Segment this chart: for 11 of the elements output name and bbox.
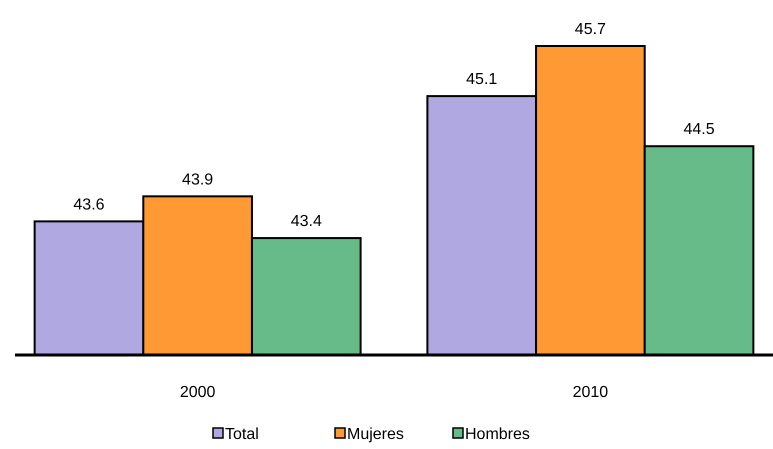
legend-label: Total xyxy=(225,426,259,443)
x-tick-label: 2000 xyxy=(180,384,216,401)
data-label: 44.5 xyxy=(683,121,715,138)
x-tick-label: 2010 xyxy=(572,384,608,401)
data-label: 45.1 xyxy=(466,71,498,88)
data-label: 43.4 xyxy=(290,213,322,230)
legend-label: Mujeres xyxy=(347,426,404,443)
legend-label: Hombres xyxy=(465,426,530,443)
data-label: 43.6 xyxy=(73,196,105,214)
data-label: 45.7 xyxy=(574,21,606,38)
data-label: 43.9 xyxy=(182,171,214,188)
